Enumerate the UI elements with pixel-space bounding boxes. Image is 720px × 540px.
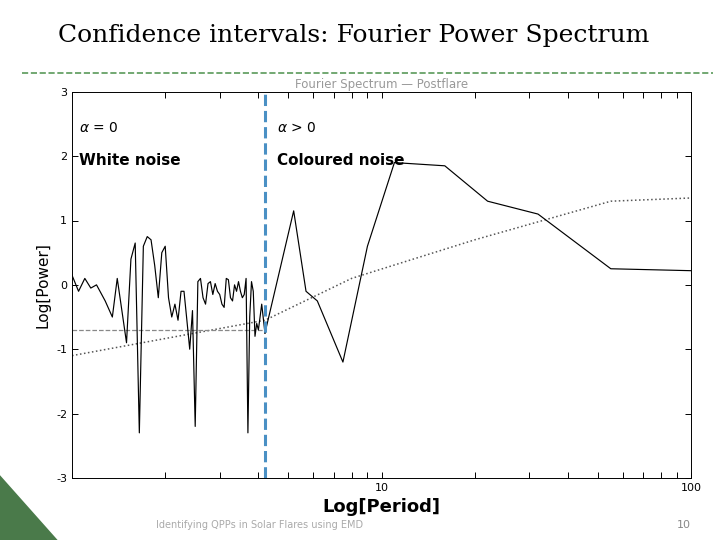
Title: Fourier Spectrum — Postflare: Fourier Spectrum — Postflare	[295, 78, 468, 91]
Text: Identifying QPPs in Solar Flares using EMD: Identifying QPPs in Solar Flares using E…	[156, 520, 363, 530]
Text: $\alpha$ > 0: $\alpha$ > 0	[277, 121, 317, 135]
Text: $\alpha$ = 0: $\alpha$ = 0	[78, 121, 118, 135]
Text: 10: 10	[678, 520, 691, 530]
X-axis label: Log[Period]: Log[Period]	[323, 498, 441, 516]
Text: Confidence intervals: Fourier Power Spectrum: Confidence intervals: Fourier Power Spec…	[58, 24, 649, 48]
Text: White noise: White noise	[78, 153, 180, 168]
Text: Coloured noise: Coloured noise	[277, 153, 405, 168]
Y-axis label: Log[Power]: Log[Power]	[35, 242, 50, 328]
